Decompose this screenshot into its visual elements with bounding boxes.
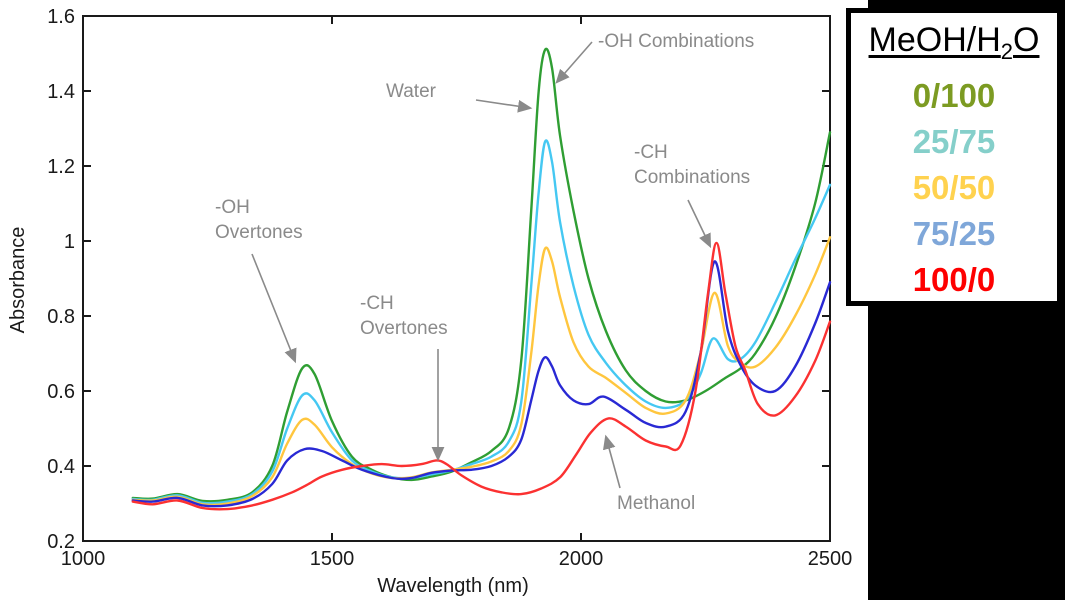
- legend-title-text: MeOH/H: [868, 21, 1001, 59]
- y-tick-label: 1.4: [47, 81, 75, 103]
- legend-items: 0/100 25/75 50/50 75/25 100/0: [851, 73, 1057, 303]
- series-75-25: [131, 260, 832, 508]
- x-axis-title: Wavelength (nm): [377, 575, 529, 597]
- axes-box: [82, 15, 831, 542]
- y-tick-label: 0.8: [47, 306, 75, 328]
- annotation-oh-overtones: Overtones: [215, 222, 303, 243]
- annotation-methanol: Methanol: [617, 493, 695, 514]
- y-tick-label: 1.2: [47, 156, 75, 178]
- annotation-arrow-water: [475, 99, 533, 113]
- legend-title-subscript: 2: [1000, 38, 1014, 64]
- series-25-75: [131, 139, 832, 505]
- x-tick-label: 1000: [61, 548, 106, 570]
- annotation-ch-combinations: Combinations: [634, 167, 750, 188]
- y-tick-label: 0.2: [47, 531, 75, 553]
- annotation-oh-overtones: -OH: [215, 197, 250, 218]
- legend-title: MeOH/H2O: [851, 19, 1057, 73]
- annotation-ch-overtones: Overtones: [360, 318, 448, 339]
- annotation-arrow-oh-combinations: [555, 41, 593, 84]
- x-tick-label: 1500: [310, 548, 355, 570]
- legend-item-0-100: 0/100: [912, 76, 996, 114]
- series-100-0-methanol-: [131, 241, 832, 511]
- annotation-water: Water: [386, 81, 437, 102]
- annotation-arrow-methanol: [603, 434, 621, 489]
- series-50-50: [131, 236, 832, 507]
- y-tick-label: 0.4: [47, 456, 75, 478]
- legend-title-text-suffix: O: [1013, 21, 1040, 59]
- chart-panel: 1000 1500 2000 2500 0.2 0.4 0.6 0.8 1 1.2 1.4 1.6 -O…: [0, 0, 868, 600]
- y-tick-label: 1.6: [47, 6, 75, 28]
- legend-item-100-0: 100/0: [912, 260, 996, 298]
- legend-item-75-25: 75/25: [912, 214, 996, 252]
- annotation-arrow-ch-combinations: [687, 199, 712, 249]
- annotation-arrow-oh-overtones: [251, 253, 297, 364]
- x-tick-label: 2500: [808, 548, 853, 570]
- plot-content: 1000 1500 2000 2500 0.2 0.4 0.6 0.8 1 1.2 1.4 1.6 -O…: [47, 6, 852, 570]
- annotation-ch-combinations: -CH: [634, 142, 668, 163]
- x-tick-label: 2000: [559, 548, 604, 570]
- y-tick-label: 1: [64, 231, 75, 253]
- annotation-oh-combinations: -OH Combinations: [598, 31, 754, 52]
- y-axis-title: Absorbance: [7, 227, 29, 334]
- legend-item-50-50: 50/50: [912, 168, 996, 206]
- legend-item-25-75: 25/75: [912, 122, 996, 160]
- y-tick-label: 0.6: [47, 381, 75, 403]
- annotation-ch-overtones: -CH: [360, 293, 394, 314]
- series-0-100-water-: [131, 47, 832, 503]
- legend-box: MeOH/H2O 0/100 25/75 50/50 75/25 100/0: [846, 8, 1062, 306]
- spectra-plot: 1000 1500 2000 2500 0.2 0.4 0.6 0.8 1 1.2 1.4 1.6 -O…: [7, 6, 852, 597]
